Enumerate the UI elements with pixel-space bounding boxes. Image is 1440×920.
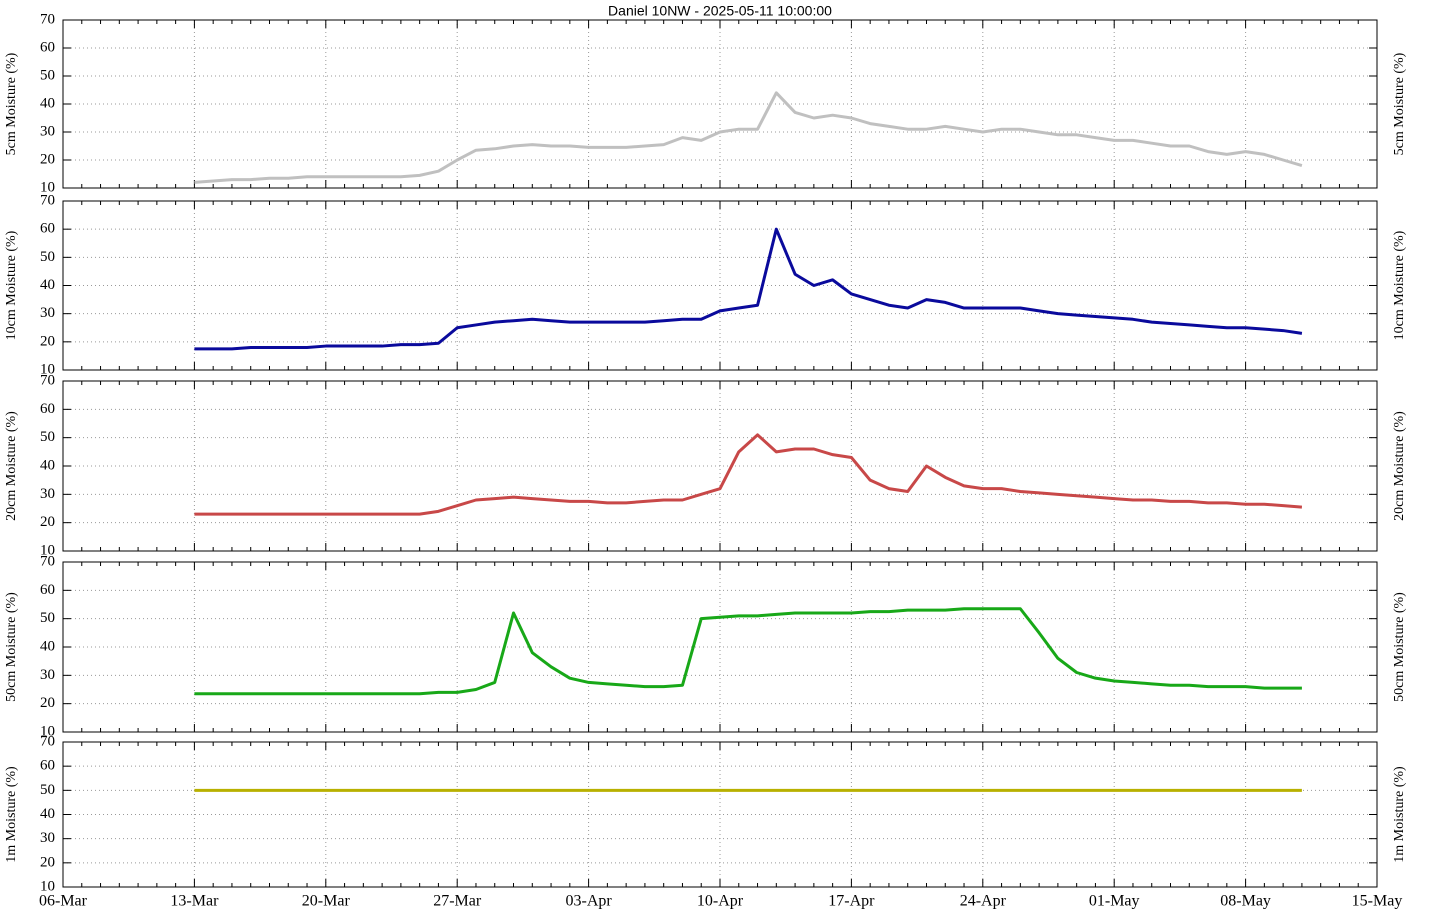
- y-axis-label: 50cm Moisture (%): [4, 592, 19, 702]
- y-tick-label: 50: [40, 610, 55, 626]
- y-tick-label: 30: [40, 305, 55, 321]
- y-tick-label: 10: [40, 878, 55, 894]
- y-tick-label: 60: [40, 401, 55, 417]
- x-tick-label: 24-Apr: [960, 893, 1007, 910]
- y-tick-label: 60: [40, 221, 55, 237]
- x-tick-label: 08-May: [1220, 893, 1271, 910]
- y-axis-label-right: 1m Moisture (%): [1392, 766, 1407, 863]
- x-tick-label: 15-May: [1352, 893, 1403, 910]
- y-axis-label-right: 5cm Moisture (%): [1392, 52, 1407, 155]
- plot-frame: [62, 741, 1378, 888]
- data-line: [194, 227, 1303, 351]
- data-line: [194, 607, 1302, 696]
- y-tick-label: 20: [40, 333, 55, 349]
- y-tick-label: 70: [40, 192, 55, 208]
- x-tick-label: 13-Mar: [170, 893, 219, 910]
- y-tick-label: 10: [40, 723, 55, 739]
- plot-frame: [62, 561, 1378, 733]
- y-tick-label: 20: [40, 854, 55, 870]
- y-tick-label: 20: [40, 151, 55, 167]
- y-tick-label: 10: [40, 361, 55, 377]
- y-tick-label: 40: [40, 277, 55, 293]
- y-axis-label: 5cm Moisture (%): [4, 52, 19, 155]
- y-tick-label: 20: [40, 514, 55, 530]
- y-tick-label: 30: [40, 123, 55, 139]
- y-axis-label: 10cm Moisture (%): [4, 230, 19, 340]
- y-tick-label: 70: [40, 11, 55, 27]
- y-tick-label: 10: [40, 542, 55, 558]
- y-tick-label: 60: [40, 582, 55, 598]
- y-tick-label: 70: [40, 733, 55, 749]
- y-tick-label: 30: [40, 486, 55, 502]
- y-axis-label: 1m Moisture (%): [4, 766, 19, 863]
- x-tick-label: 01-May: [1089, 893, 1140, 910]
- y-tick-label: 40: [40, 95, 55, 111]
- y-tick-label: 10: [40, 179, 55, 195]
- plot-frame: [62, 200, 1378, 371]
- y-tick-label: 40: [40, 457, 55, 473]
- x-tick-label: 10-Apr: [697, 893, 744, 910]
- y-tick-label: 50: [40, 67, 55, 83]
- x-tick-label: 17-Apr: [828, 893, 875, 910]
- y-axis-label-right: 20cm Moisture (%): [1392, 411, 1407, 521]
- x-tick-label: 06-Mar: [39, 893, 88, 910]
- y-tick-label: 60: [40, 758, 55, 774]
- y-tick-label: 70: [40, 372, 55, 388]
- x-tick-label: 20-Mar: [302, 893, 351, 910]
- plot-frame: [62, 19, 1378, 189]
- y-tick-label: 30: [40, 830, 55, 846]
- plot-frame: [62, 380, 1378, 552]
- chart-title: Daniel 10NW - 2025-05-11 10:00:00: [608, 3, 832, 19]
- y-tick-label: 40: [40, 638, 55, 654]
- data-line: [194, 91, 1303, 184]
- y-tick-label: 50: [40, 782, 55, 798]
- y-tick-label: 50: [40, 249, 55, 265]
- y-tick-label: 40: [40, 806, 55, 822]
- data-line: [194, 433, 1303, 516]
- y-tick-label: 50: [40, 429, 55, 445]
- y-axis-label-right: 10cm Moisture (%): [1392, 230, 1407, 340]
- y-tick-label: 30: [40, 667, 55, 683]
- y-tick-label: 70: [40, 553, 55, 569]
- y-tick-label: 60: [40, 39, 55, 55]
- y-tick-label: 20: [40, 695, 55, 711]
- x-tick-label: 27-Mar: [433, 893, 482, 910]
- y-axis-label-right: 50cm Moisture (%): [1392, 592, 1407, 702]
- y-axis-label: 20cm Moisture (%): [4, 411, 19, 521]
- x-tick-label: 03-Apr: [565, 893, 612, 910]
